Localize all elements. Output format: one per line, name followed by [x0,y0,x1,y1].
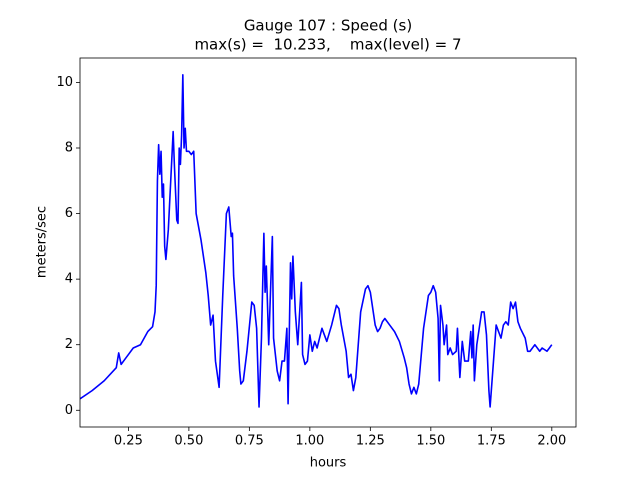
chart-subtitle: max(s) = 10.233, max(level) = 7 [194,36,461,54]
y-tick-label: 8 [65,140,73,155]
x-tick-label: 1.50 [416,434,445,449]
y-tick-label: 4 [65,272,73,287]
x-axis-label: hours [310,456,347,471]
x-tick-label: 1.00 [295,434,324,449]
y-tick-label: 10 [56,75,73,90]
y-tick-label: 2 [65,337,73,352]
chart-title: Gauge 107 : Speed (s) [244,17,412,35]
line-series [80,73,553,408]
x-tick-label: 1.25 [356,434,385,449]
x-tick-label: 0.50 [174,434,203,449]
x-tick-label: 1.75 [477,434,506,449]
x-tick-label: 2.00 [537,434,566,449]
plot-frame [79,57,577,428]
y-axis-label: meters/sec [35,206,50,278]
x-tick-label: 0.25 [114,434,143,449]
y-tick-label: 0 [65,403,73,418]
y-tick-label: 6 [65,206,73,221]
x-tick-label: 0.75 [235,434,264,449]
